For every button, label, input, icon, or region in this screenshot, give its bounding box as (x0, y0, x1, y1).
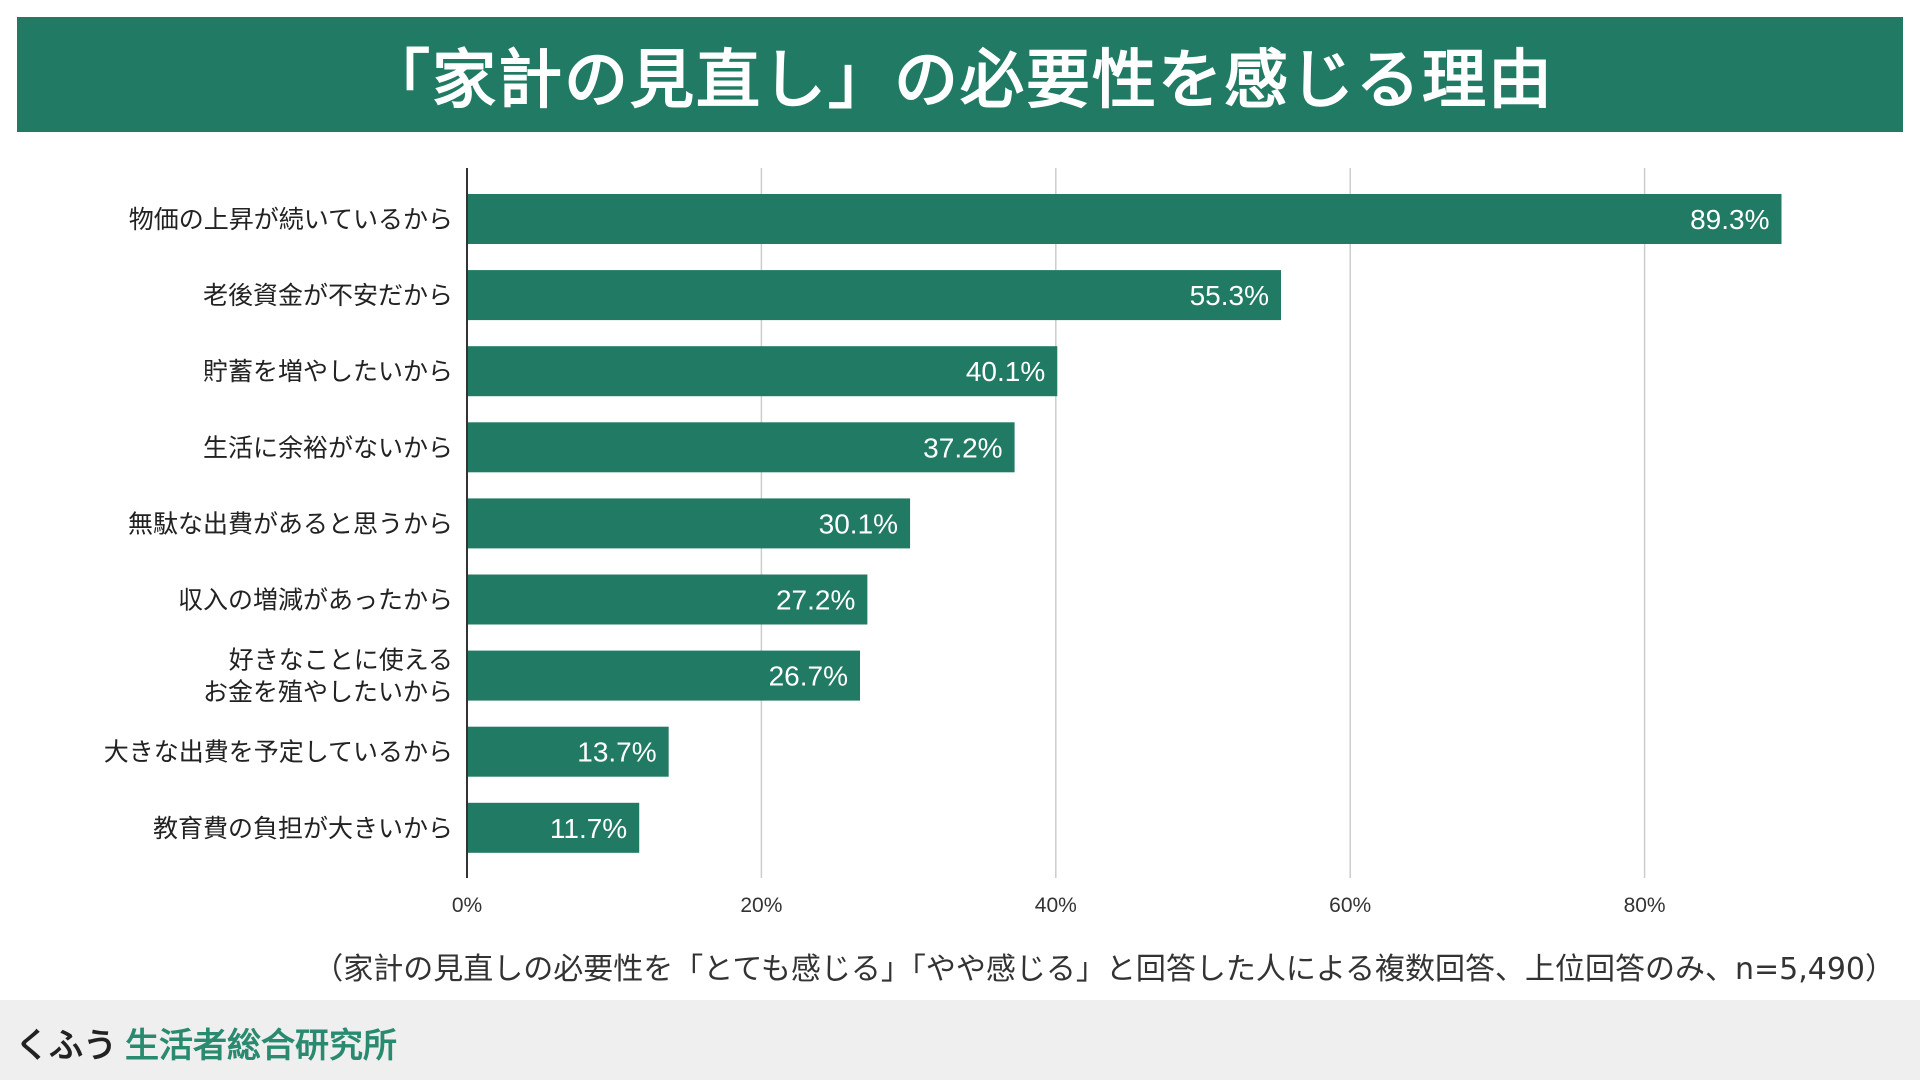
bar-8 (467, 802, 640, 853)
value-label-6: 26.7% (769, 661, 848, 692)
value-label-8: 11.7% (550, 813, 627, 844)
bar-3 (467, 422, 1015, 473)
category-label-6-line-1: お金を殖やしたいから (203, 678, 453, 707)
bar-1 (467, 270, 1282, 321)
value-label-5: 27.2% (776, 585, 855, 616)
category-label-5: 収入の増減があったから (178, 586, 453, 615)
x-tick-label-4: 80% (1624, 894, 1666, 917)
category-label-3: 生活に余裕がないから (203, 433, 453, 462)
value-label-4: 30.1% (819, 508, 898, 539)
brand-name: 生活者総合研究所 (125, 1026, 397, 1066)
brand-logo: くふう 生活者総合研究所 (15, 1018, 397, 1067)
footer: くふう 生活者総合研究所 (0, 1000, 1920, 1080)
bar-5 (467, 574, 868, 625)
title-banner: 「家計の見直し」の必要性を感じる理由 (17, 17, 1903, 132)
x-tick-label-2: 40% (1035, 894, 1077, 917)
bar-0 (467, 194, 1782, 244)
category-label-1: 老後資金が不安だから (203, 281, 453, 310)
bar-2 (467, 346, 1058, 397)
category-label-4: 無駄な出費があると思うから (128, 509, 453, 538)
bar-chart: 89.3% 物価の上昇が続いているから 55.3% 老後資金が不安だから 40.1% 貯蓄… (104, 168, 1782, 917)
bar-6 (467, 650, 861, 701)
x-tick-label-3: 60% (1329, 894, 1371, 917)
value-label-2: 40.1% (966, 356, 1045, 387)
bar-4 (467, 498, 911, 549)
value-label-7: 13.7% (577, 737, 656, 768)
value-label-0: 89.3% (1690, 204, 1769, 235)
chart-title: 「家計の見直し」の必要性を感じる理由 (366, 43, 1554, 118)
category-label-6-line-0: 好きなことに使える (229, 646, 453, 675)
survey-note: （家計の見直しの必要性を「とても感じる」「やや感じる」と回答した人による複数回答… (313, 952, 1895, 987)
category-label-7: 大きな出費を予定しているから (104, 738, 453, 767)
brand-prefix: くふう (15, 1026, 117, 1066)
category-label-8: 教育費の負担が大きいから (153, 814, 453, 843)
category-label-0: 物価の上昇が続いているから (129, 205, 453, 234)
category-label-2: 貯蓄を増やしたいから (203, 357, 453, 386)
x-tick-label-1: 20% (740, 894, 782, 917)
value-label-1: 55.3% (1190, 280, 1269, 311)
bar-7 (467, 726, 669, 777)
value-label-3: 37.2% (923, 432, 1002, 463)
x-tick-label-0: 0% (452, 894, 482, 917)
